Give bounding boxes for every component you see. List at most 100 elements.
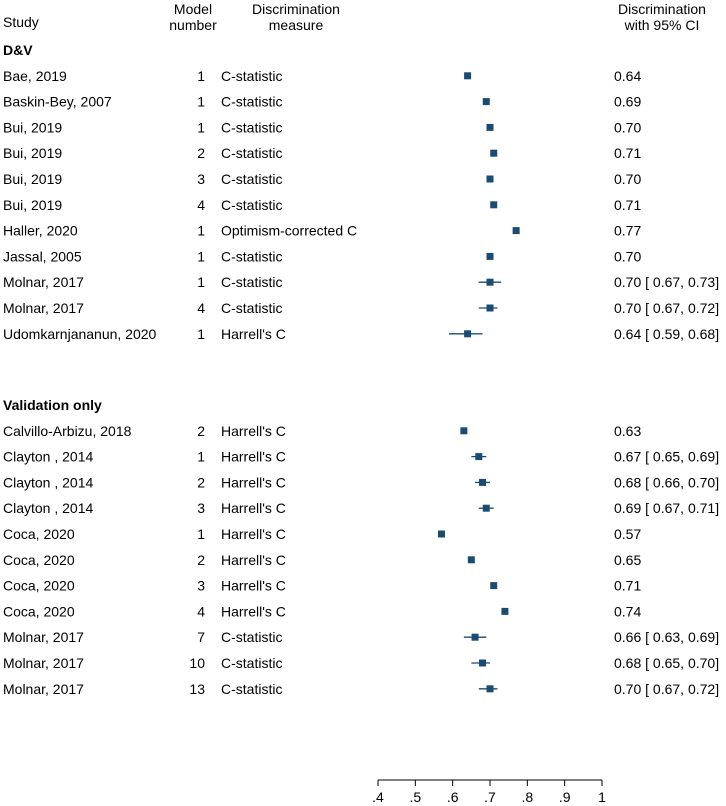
estimate-label: 0.71 xyxy=(614,197,641,213)
study-name: Clayton , 2014 xyxy=(3,474,93,490)
study-name: Clayton , 2014 xyxy=(3,500,93,516)
discrimination-measure: C-statistic xyxy=(221,197,282,213)
estimate-marker xyxy=(512,227,520,235)
model-number: 4 xyxy=(197,197,205,213)
study-name: Calvillo-Arbizu, 2018 xyxy=(3,423,132,439)
estimate-label: 0.71 xyxy=(614,578,641,594)
model-number: 10 xyxy=(189,655,205,671)
discrimination-measure: Optimism-corrected C xyxy=(221,223,357,239)
study-name: Udomkarnjananun, 2020 xyxy=(3,326,157,342)
estimate-label: 0.70 [ 0.67, 0.72] xyxy=(614,681,719,697)
study-row: Coca, 2020 3 Harrell's C 0.71 xyxy=(3,578,641,594)
estimate-marker xyxy=(486,123,494,131)
study-row: Haller, 2020 1 Optimism-corrected C 0.77 xyxy=(3,223,641,239)
discrimination-measure: C-statistic xyxy=(221,94,282,110)
model-number: 1 xyxy=(197,248,205,264)
model-number: 3 xyxy=(197,171,205,187)
discrimination-measure: Harrell's C xyxy=(221,326,286,342)
estimate-label: 0.64 [ 0.59, 0.68] xyxy=(614,326,719,342)
discrimination-measure: Harrell's C xyxy=(221,603,286,619)
header-study: Study xyxy=(3,14,39,30)
x-axis: .4 .5 .6 .7 .8 .9 1 xyxy=(372,779,606,805)
estimate-marker xyxy=(471,633,479,641)
estimate-marker xyxy=(467,556,475,564)
model-number: 1 xyxy=(197,94,205,110)
study-row: Molnar, 2017 13 C-statistic 0.70 [ 0.67, 0.… xyxy=(3,681,719,697)
estimate-label: 0.77 xyxy=(614,223,641,239)
study-name: Coca, 2020 xyxy=(3,552,75,568)
study-row: Molnar, 2017 7 C-statistic 0.66 [ 0.63, 0.6… xyxy=(3,629,719,645)
estimate-marker xyxy=(437,530,445,538)
study-name: Jassal, 2005 xyxy=(3,248,82,264)
discrimination-measure: C-statistic xyxy=(221,629,282,645)
estimate-label: 0.68 [ 0.65, 0.70] xyxy=(614,655,719,671)
study-name: Haller, 2020 xyxy=(3,223,78,239)
study-name: Coca, 2020 xyxy=(3,578,75,594)
model-number: 4 xyxy=(197,300,205,316)
x-tick-label: .9 xyxy=(559,789,571,805)
estimate-marker xyxy=(464,72,472,80)
estimate-label: 0.57 xyxy=(614,526,641,542)
column-headers: Study Model number Discrimination measur… xyxy=(3,1,706,33)
study-name: Bui, 2019 xyxy=(3,145,62,161)
model-number: 3 xyxy=(197,578,205,594)
study-name: Bui, 2019 xyxy=(3,171,62,187)
study-row: Molnar, 2017 4 C-statistic 0.70 [ 0.67, 0.7… xyxy=(3,300,719,316)
study-name: Molnar, 2017 xyxy=(3,655,84,671)
study-row: Molnar, 2017 10 C-statistic 0.68 [ 0.65, 0.… xyxy=(3,655,719,671)
estimate-marker xyxy=(486,252,494,260)
x-tick-label: .6 xyxy=(447,789,459,805)
study-name: Bae, 2019 xyxy=(3,68,67,84)
x-tick-label: 1 xyxy=(598,789,606,805)
study-row: Molnar, 2017 1 C-statistic 0.70 [ 0.67, 0.7… xyxy=(3,274,719,290)
study-name: Baskin-Bey, 2007 xyxy=(3,94,112,110)
estimate-marker xyxy=(486,304,494,312)
model-number: 2 xyxy=(197,552,205,568)
estimate-label: 0.66 [ 0.63, 0.69] xyxy=(614,629,719,645)
model-number: 3 xyxy=(197,500,205,516)
discrimination-measure: C-statistic xyxy=(221,655,282,671)
estimate-label: 0.70 [ 0.67, 0.72] xyxy=(614,300,719,316)
discrimination-measure: Harrell's C xyxy=(221,474,286,490)
estimate-marker xyxy=(482,98,490,106)
study-row: Bae, 2019 1 C-statistic 0.64 xyxy=(3,68,641,84)
header-result-line1: Discrimination xyxy=(618,1,706,17)
study-name: Molnar, 2017 xyxy=(3,300,84,316)
study-row: Clayton , 2014 1 Harrell's C 0.67 [ 0.65, 0… xyxy=(3,449,719,465)
model-number: 1 xyxy=(197,119,205,135)
study-name: Molnar, 2017 xyxy=(3,681,84,697)
study-row: Clayton , 2014 3 Harrell's C 0.69 [ 0.67, 0… xyxy=(3,500,719,516)
discrimination-measure: Harrell's C xyxy=(221,500,286,516)
model-number: 1 xyxy=(197,326,205,342)
discrimination-measure: C-statistic xyxy=(221,145,282,161)
model-number: 13 xyxy=(189,681,205,697)
study-row: Coca, 2020 1 Harrell's C 0.57 xyxy=(3,526,641,542)
estimate-label: 0.74 xyxy=(614,603,641,619)
study-row: Bui, 2019 2 C-statistic 0.71 xyxy=(3,145,641,161)
study-name: Coca, 2020 xyxy=(3,526,75,542)
x-tick-label: .4 xyxy=(372,789,384,805)
study-row: Baskin-Bey, 2007 1 C-statistic 0.69 xyxy=(3,94,641,110)
estimate-label: 0.70 [ 0.67, 0.73] xyxy=(614,274,719,290)
group-heading: Validation only xyxy=(3,397,102,413)
header-model-line1: Model xyxy=(174,1,212,17)
discrimination-measure: C-statistic xyxy=(221,119,282,135)
study-name: Bui, 2019 xyxy=(3,197,62,213)
model-number: 2 xyxy=(197,423,205,439)
estimate-marker xyxy=(501,607,509,615)
estimate-marker xyxy=(464,330,472,338)
estimate-label: 0.63 xyxy=(614,423,641,439)
study-row: Bui, 2019 3 C-statistic 0.70 xyxy=(3,171,641,187)
estimate-marker xyxy=(479,659,487,667)
estimate-label: 0.64 xyxy=(614,68,641,84)
model-number: 1 xyxy=(197,449,205,465)
study-name: Molnar, 2017 xyxy=(3,274,84,290)
study-row: Coca, 2020 4 Harrell's C 0.74 xyxy=(3,603,641,619)
study-name: Bui, 2019 xyxy=(3,119,62,135)
discrimination-measure: C-statistic xyxy=(221,274,282,290)
model-number: 2 xyxy=(197,145,205,161)
discrimination-measure: C-statistic xyxy=(221,681,282,697)
estimate-label: 0.70 xyxy=(614,248,641,264)
estimate-marker xyxy=(486,175,494,183)
